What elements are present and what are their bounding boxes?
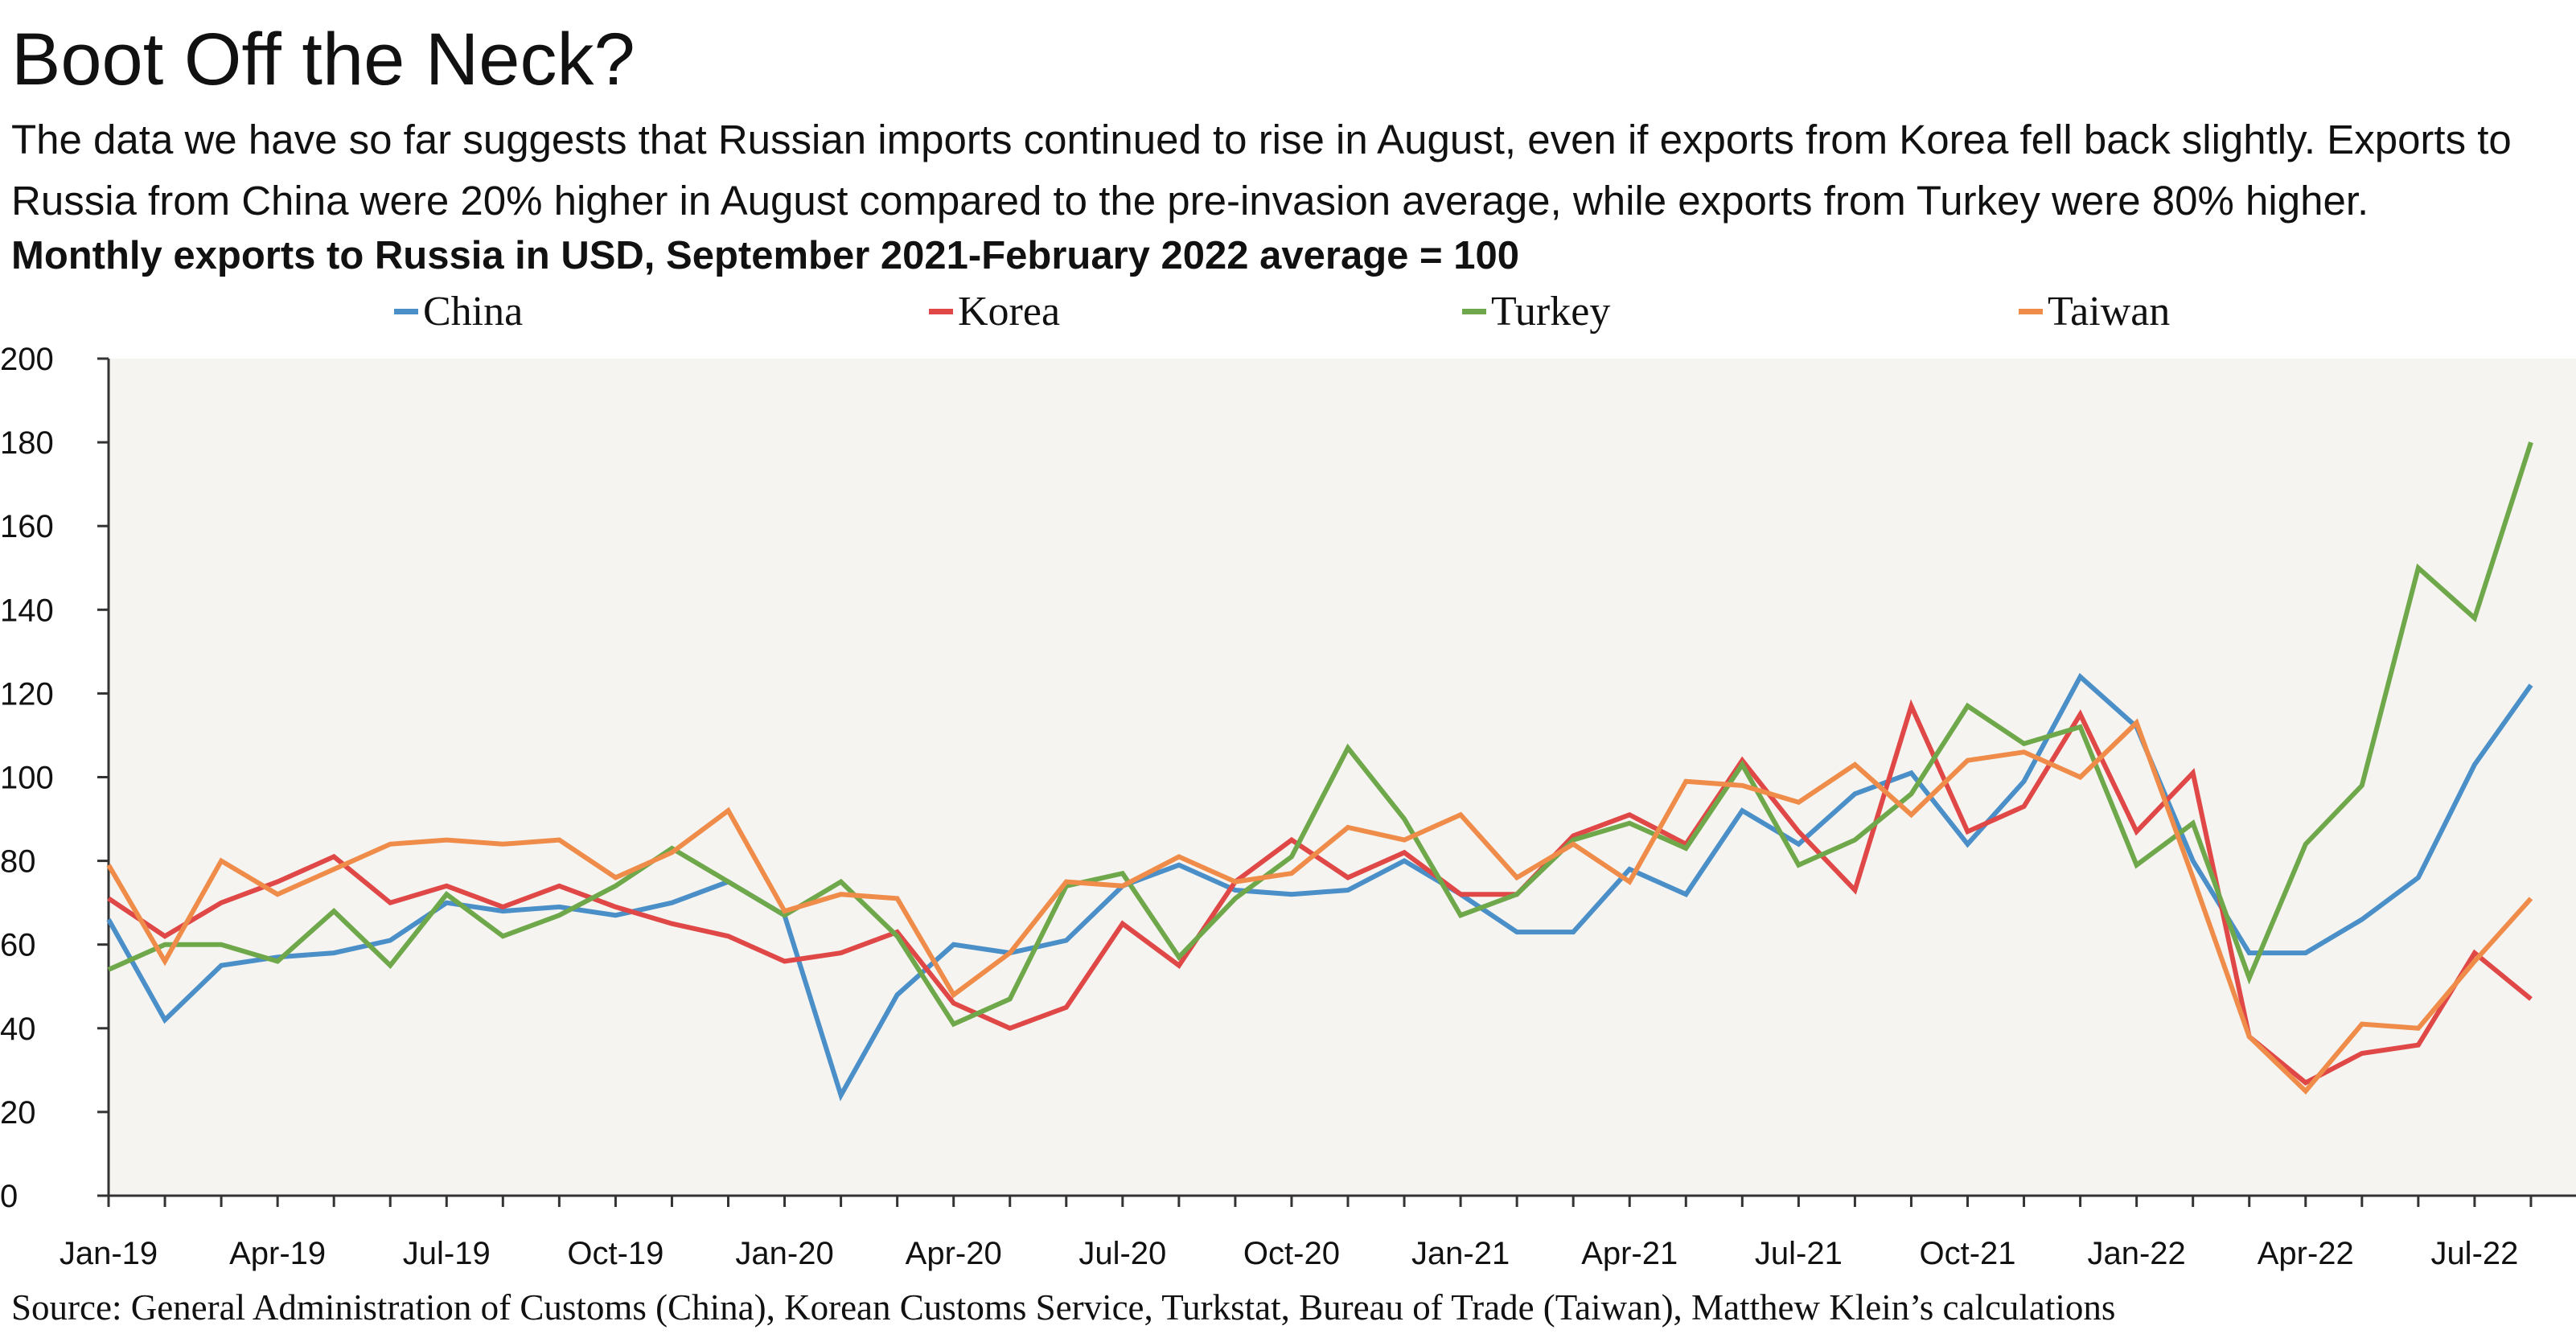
y-tick-label-200: 200 <box>0 342 54 377</box>
legend-item-korea: Korea <box>929 288 1060 335</box>
legend-label-korea: Korea <box>958 289 1061 334</box>
series-line-korea <box>107 699 2533 1086</box>
y-tick-label-80: 80 <box>0 844 36 880</box>
x-tick-label-Jan-19: Jan-19 <box>60 1236 158 1271</box>
legend-item-china: China <box>394 288 523 335</box>
x-tick-label-Apr-20: Apr-20 <box>906 1236 1002 1271</box>
legend-item-turkey: Turkey <box>1462 288 1610 335</box>
chart-source: Source: General Administration of Custom… <box>11 1287 2116 1328</box>
x-tick-label-Apr-22: Apr-22 <box>2258 1236 2354 1271</box>
x-tick-label-Apr-21: Apr-21 <box>1581 1236 1678 1271</box>
x-tick-label-Oct-21: Oct-21 <box>1919 1236 2015 1271</box>
x-tick-label-Jan-20: Jan-20 <box>735 1236 833 1271</box>
series-line-turkey <box>107 441 2533 1028</box>
y-tick-label-160: 160 <box>0 509 54 544</box>
legend-swatch-china <box>394 309 418 314</box>
y-tick-label-140: 140 <box>0 593 54 628</box>
x-tick-label-Jul-21: Jul-21 <box>1755 1236 1843 1271</box>
series-line-taiwan <box>106 718 2533 1095</box>
x-tick-label-Jan-22: Jan-22 <box>2087 1236 2185 1271</box>
legend-swatch-korea <box>929 309 953 314</box>
legend-label-china: China <box>423 289 524 334</box>
y-tick-label-120: 120 <box>0 676 54 712</box>
series-line-china <box>106 672 2533 1102</box>
legend-label-turkey: Turkey <box>1491 289 1611 334</box>
x-tick-label-Oct-20: Oct-20 <box>1243 1236 1340 1271</box>
legend-label-taiwan: Taiwan <box>2048 289 2171 334</box>
chart-unit-line: Monthly exports to Russia in USD, Septem… <box>11 234 1519 277</box>
x-tick-label-Jul-19: Jul-19 <box>403 1236 491 1271</box>
legend-swatch-taiwan <box>2019 309 2043 314</box>
y-tick-label-100: 100 <box>0 761 54 796</box>
x-tick-label-Jan-21: Jan-21 <box>1411 1236 1510 1271</box>
plot-area <box>109 359 2576 1196</box>
y-tick-label-40: 40 <box>0 1012 36 1047</box>
y-tick-label-60: 60 <box>0 928 36 963</box>
chart-title: Boot Off the Neck? <box>11 18 635 101</box>
y-tick-label-20: 20 <box>0 1095 36 1131</box>
x-tick-label-Oct-19: Oct-19 <box>567 1236 664 1271</box>
y-tick-label-180: 180 <box>0 425 54 461</box>
x-tick-label-Jul-22: Jul-22 <box>2430 1236 2518 1271</box>
chart-subtitle: The data we have so far suggests that Ru… <box>11 117 2512 224</box>
y-tick-label-0: 0 <box>0 1179 18 1214</box>
legend-item-taiwan: Taiwan <box>2019 288 2170 335</box>
legend-swatch-turkey <box>1462 309 1486 314</box>
x-tick-label-Apr-19: Apr-19 <box>229 1236 326 1271</box>
x-tick-label-Jul-20: Jul-20 <box>1078 1236 1166 1271</box>
